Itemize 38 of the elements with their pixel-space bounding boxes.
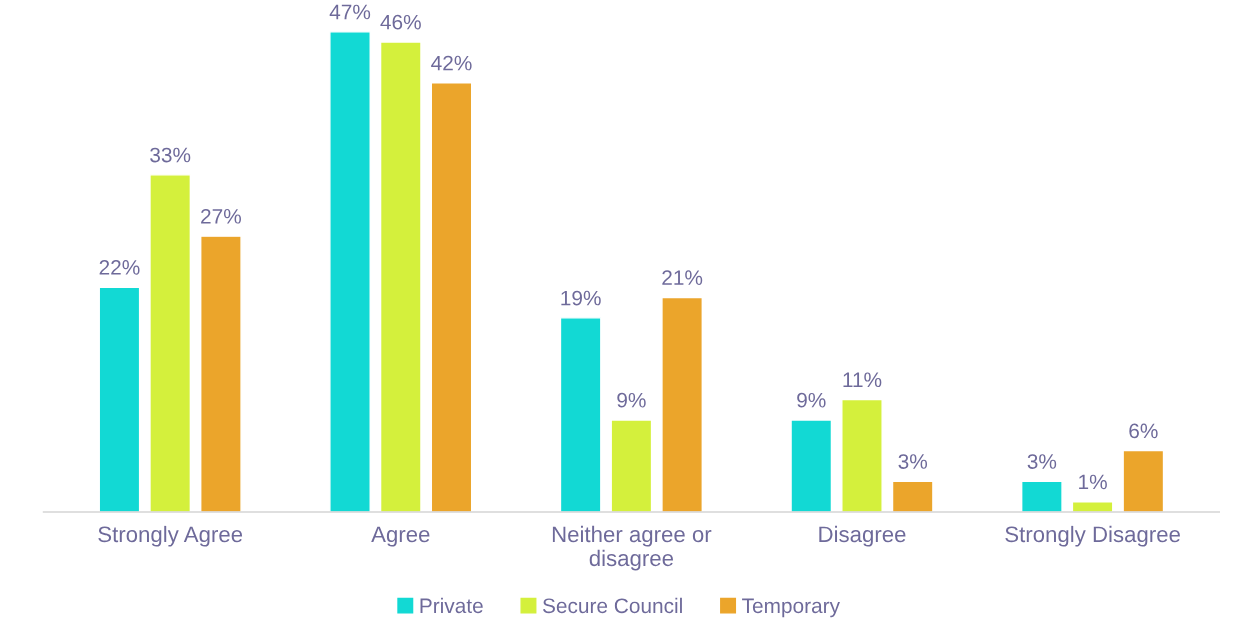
bar	[430, 82, 473, 512]
bar	[610, 419, 653, 512]
legend-label: Temporary	[742, 598, 840, 618]
data-label: 11%	[843, 372, 882, 388]
data-label: 46%	[380, 14, 421, 30]
bar	[329, 31, 371, 512]
bar	[149, 174, 192, 512]
bar	[98, 286, 141, 512]
data-label: 47%	[329, 4, 371, 20]
data-label: 9%	[797, 392, 826, 408]
bar	[1071, 501, 1114, 512]
data-label: 3%	[1027, 454, 1057, 469]
data-label: 3%	[898, 454, 928, 469]
bar	[1020, 480, 1063, 512]
bar	[559, 317, 602, 512]
x-tick-label: Agree	[371, 526, 430, 547]
bar	[841, 398, 883, 512]
bar	[1122, 449, 1165, 512]
data-label: 42%	[431, 55, 472, 71]
x-tick-label: Strongly Disagree	[1005, 525, 1180, 547]
data-label: 33%	[150, 147, 191, 163]
data-label: 9%	[617, 392, 646, 408]
data-label: 21%	[662, 270, 703, 285]
legend-label: Secure Council	[542, 597, 682, 614]
bar	[661, 296, 703, 512]
data-label: 27%	[201, 208, 242, 224]
data-label: 19%	[561, 290, 601, 306]
x-tick-label: Neither agree or disagree	[552, 525, 712, 571]
data-label: 1%	[1079, 474, 1107, 490]
data-label: 6%	[1129, 423, 1158, 439]
bar	[200, 235, 242, 512]
bar	[379, 41, 422, 512]
legend-label: Private	[420, 597, 483, 614]
x-tick-label: Strongly Agree	[98, 525, 243, 547]
bar	[790, 419, 833, 512]
bar	[891, 480, 934, 512]
x-tick-label: Disagree	[819, 525, 906, 547]
data-label: 22%	[99, 260, 140, 275]
